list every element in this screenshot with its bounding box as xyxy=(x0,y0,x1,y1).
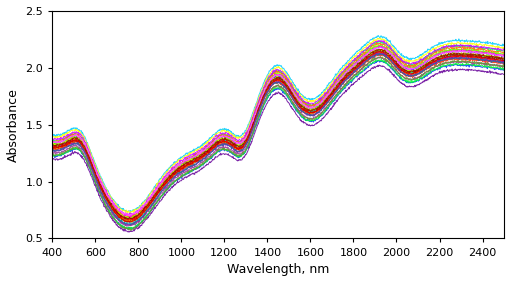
X-axis label: Wavelength, nm: Wavelength, nm xyxy=(227,263,330,276)
Y-axis label: Absorbance: Absorbance xyxy=(7,88,20,162)
